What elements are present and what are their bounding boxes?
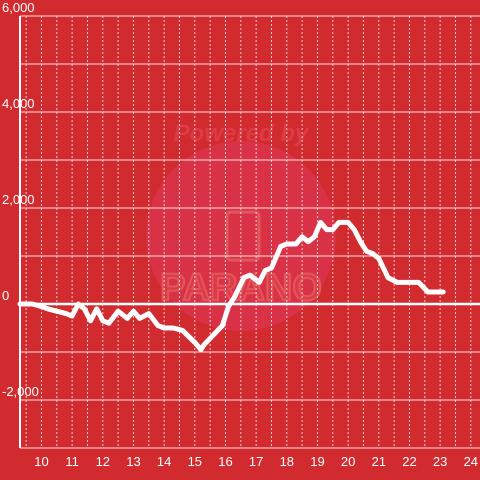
x-tick-label: 20 [341, 454, 355, 469]
x-tick-label: 12 [96, 454, 110, 469]
x-tick-label: 24 [464, 454, 478, 469]
x-tick-label: 10 [34, 454, 48, 469]
phone-outline-icon [225, 210, 261, 262]
x-tick-label: 15 [188, 454, 202, 469]
y-tick-label: -2,000 [2, 384, 39, 399]
x-tick-label: 13 [126, 454, 140, 469]
y-tick-label: 6,000 [2, 0, 35, 15]
y-tick-label: 4,000 [2, 96, 35, 111]
x-tick-label: 14 [157, 454, 171, 469]
series-line [17, 219, 446, 353]
x-tick-label: 11 [65, 454, 79, 469]
x-tick-label: 22 [402, 454, 416, 469]
grid-lines [20, 15, 480, 449]
x-tick-label: 17 [249, 454, 263, 469]
x-tick-label: 23 [433, 454, 447, 469]
x-tick-label: 21 [372, 454, 386, 469]
x-tick-label: 16 [218, 454, 232, 469]
watermark-top-text: Powered by [174, 120, 310, 147]
x-tick-label: 18 [280, 454, 294, 469]
x-tick-label: 19 [310, 454, 324, 469]
tick-labels: -2,000 0 2,000 4,000 6,000 10 11 12 13 14 15 16 17 18… [2, 0, 478, 469]
y-tick-label: 2,000 [2, 192, 35, 207]
series-layer [17, 219, 446, 353]
y-tick-label: 0 [2, 288, 9, 303]
